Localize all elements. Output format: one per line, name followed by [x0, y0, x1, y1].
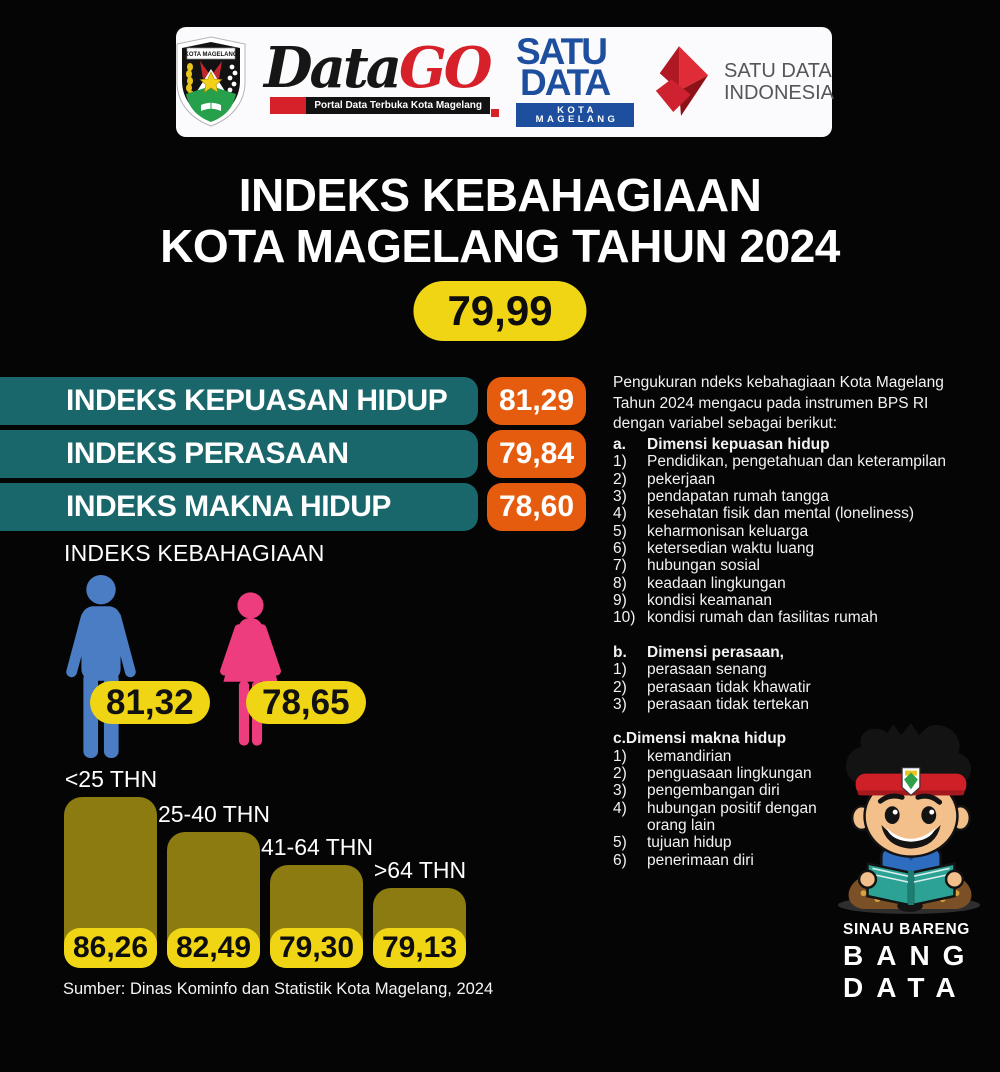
male-index-badge: 81,32 [90, 681, 210, 724]
svg-text:KOTA MAGELANG: KOTA MAGELANG [184, 52, 237, 58]
methodology-intro: Pengukuran ndeks kebahagiaan Kota Magela… [613, 374, 944, 433]
list-item: 1) Pendidikan, pengetahuan dan keterampil… [613, 453, 947, 471]
index-row-kepuasan-hidup: INDEKS KEPUASAN HIDUP 81,29 [0, 377, 600, 425]
index-bar-label: INDEKS KEPUASAN HIDUP [0, 377, 478, 425]
source-note: Sumber: Dinas Kominfo dan Statistik Kota… [63, 980, 494, 998]
section-b-heading: b. Dimensi perasaan, [613, 643, 784, 661]
methodology-panel: Pengukuran ndeks kebahagiaan Kota Magela… [613, 373, 983, 869]
list-item: 3) pendapatan rumah tangga [613, 487, 829, 505]
section-c-heading: c.Dimensi makna hidup [613, 730, 787, 748]
list-item: 10) kondisi rumah dan fasilitas rumah [613, 609, 878, 627]
age-bar-label: 41-64 THN [260, 834, 374, 860]
sub-index-rows: INDEKS KEPUASAN HIDUP 81,29 INDEKS PERAS… [0, 377, 600, 536]
list-item: 2) perasaan tidak khawatir [613, 678, 811, 696]
list-item: 2) penguasaan lingkungan [613, 764, 812, 782]
list-item: 3) perasaan tidak tertekan [613, 695, 809, 713]
kota-magelang-crest-icon: KOTA MAGELANG [176, 36, 246, 127]
index-bar-label: INDEKS PERASAAN [0, 430, 478, 478]
age-bar-value: 86,26 [64, 928, 157, 968]
index-value-badge: 78,60 [487, 483, 586, 531]
list-item: 2) pekerjaan [613, 470, 716, 488]
age-bar: 86,26 [64, 797, 157, 968]
female-index-badge: 78,65 [246, 681, 366, 724]
banner-red-segment [269, 97, 306, 114]
age-bar-value: 79,13 [373, 928, 466, 968]
index-value-badge: 79,84 [487, 430, 586, 478]
datago-tagline-banner: Portal Data Terbuka Kota Magelang [269, 97, 499, 117]
index-row-perasaan: INDEKS PERASAAN 79,84 [0, 430, 600, 478]
list-item: 1) kemandirian [613, 747, 732, 765]
age-bar-value: 79,30 [270, 928, 363, 968]
satu-data-indonesia-label: SATU DATA INDONESIA [723, 59, 835, 104]
list-item: 1) perasaan senang [613, 661, 767, 679]
age-bar: 79,30 [270, 865, 363, 968]
list-item: 5) keharmonisan keluarga [613, 522, 809, 540]
satu-data-indonesia-diamond-icon [655, 46, 709, 116]
datago-logo: DataGO Portal Data Terbuka Kota Magelang [262, 35, 502, 128]
list-item: 5) tujuan hidup [613, 834, 732, 852]
mascot-caption: SINAU BARENG BANG DATA [843, 921, 978, 1003]
index-row-makna-hidup: INDEKS MAKNA HIDUP 78,60 [0, 483, 600, 531]
index-bar-label: INDEKS MAKNA HIDUP [0, 483, 478, 531]
section-a-heading: a. Dimensi kepuasan hidup [613, 435, 830, 453]
age-bar-value: 82,49 [167, 928, 260, 968]
index-value-badge: 81,29 [487, 377, 586, 425]
male-pictogram-icon [66, 574, 136, 759]
datago-tagline: Portal Data Terbuka Kota Magelang [314, 100, 482, 111]
list-item: 8) keadaan lingkungan [613, 574, 786, 592]
header-logo-card: KOTA MAGELANG DataGO [176, 27, 835, 137]
overall-index-badge: 79,99 [413, 281, 587, 342]
gender-section-heading: INDEKS KEBAHAGIAAN [64, 540, 325, 566]
age-bar-label: 25-40 THN [157, 801, 271, 827]
datago-wordmark: DataGO [263, 35, 493, 101]
age-bar-label: <25 THN [64, 766, 158, 792]
list-item: 3) pengembangan diri [613, 782, 780, 800]
list-item: 9) kondisi keamanan [613, 592, 772, 610]
female-pictogram-icon [220, 592, 281, 746]
list-item: 4) kesehatan fisik dan mental (loneliness… [613, 505, 915, 523]
list-item: 6) ketersedian waktu luang [613, 539, 815, 557]
satu-data-kota-magelang-logo: SATU DATA KOTA MAGELANG [515, 33, 638, 127]
age-bar: 79,13 [373, 888, 466, 968]
age-bar-label: >64 THN [373, 857, 467, 883]
list-item: 7) hubungan sosial [613, 557, 760, 575]
page-title: INDEKS KEBAHAGIAAN KOTA MAGELANG TAHUN 2… [160, 169, 840, 272]
age-bar: 82,49 [167, 832, 260, 968]
bang-data-mascot-icon [837, 723, 981, 914]
kota-magelang-box: KOTA MAGELANG [515, 102, 634, 127]
list-item: 4) hubungan positif dengan orang lain [613, 799, 817, 835]
list-item: 6) penerimaan diri [613, 851, 754, 869]
